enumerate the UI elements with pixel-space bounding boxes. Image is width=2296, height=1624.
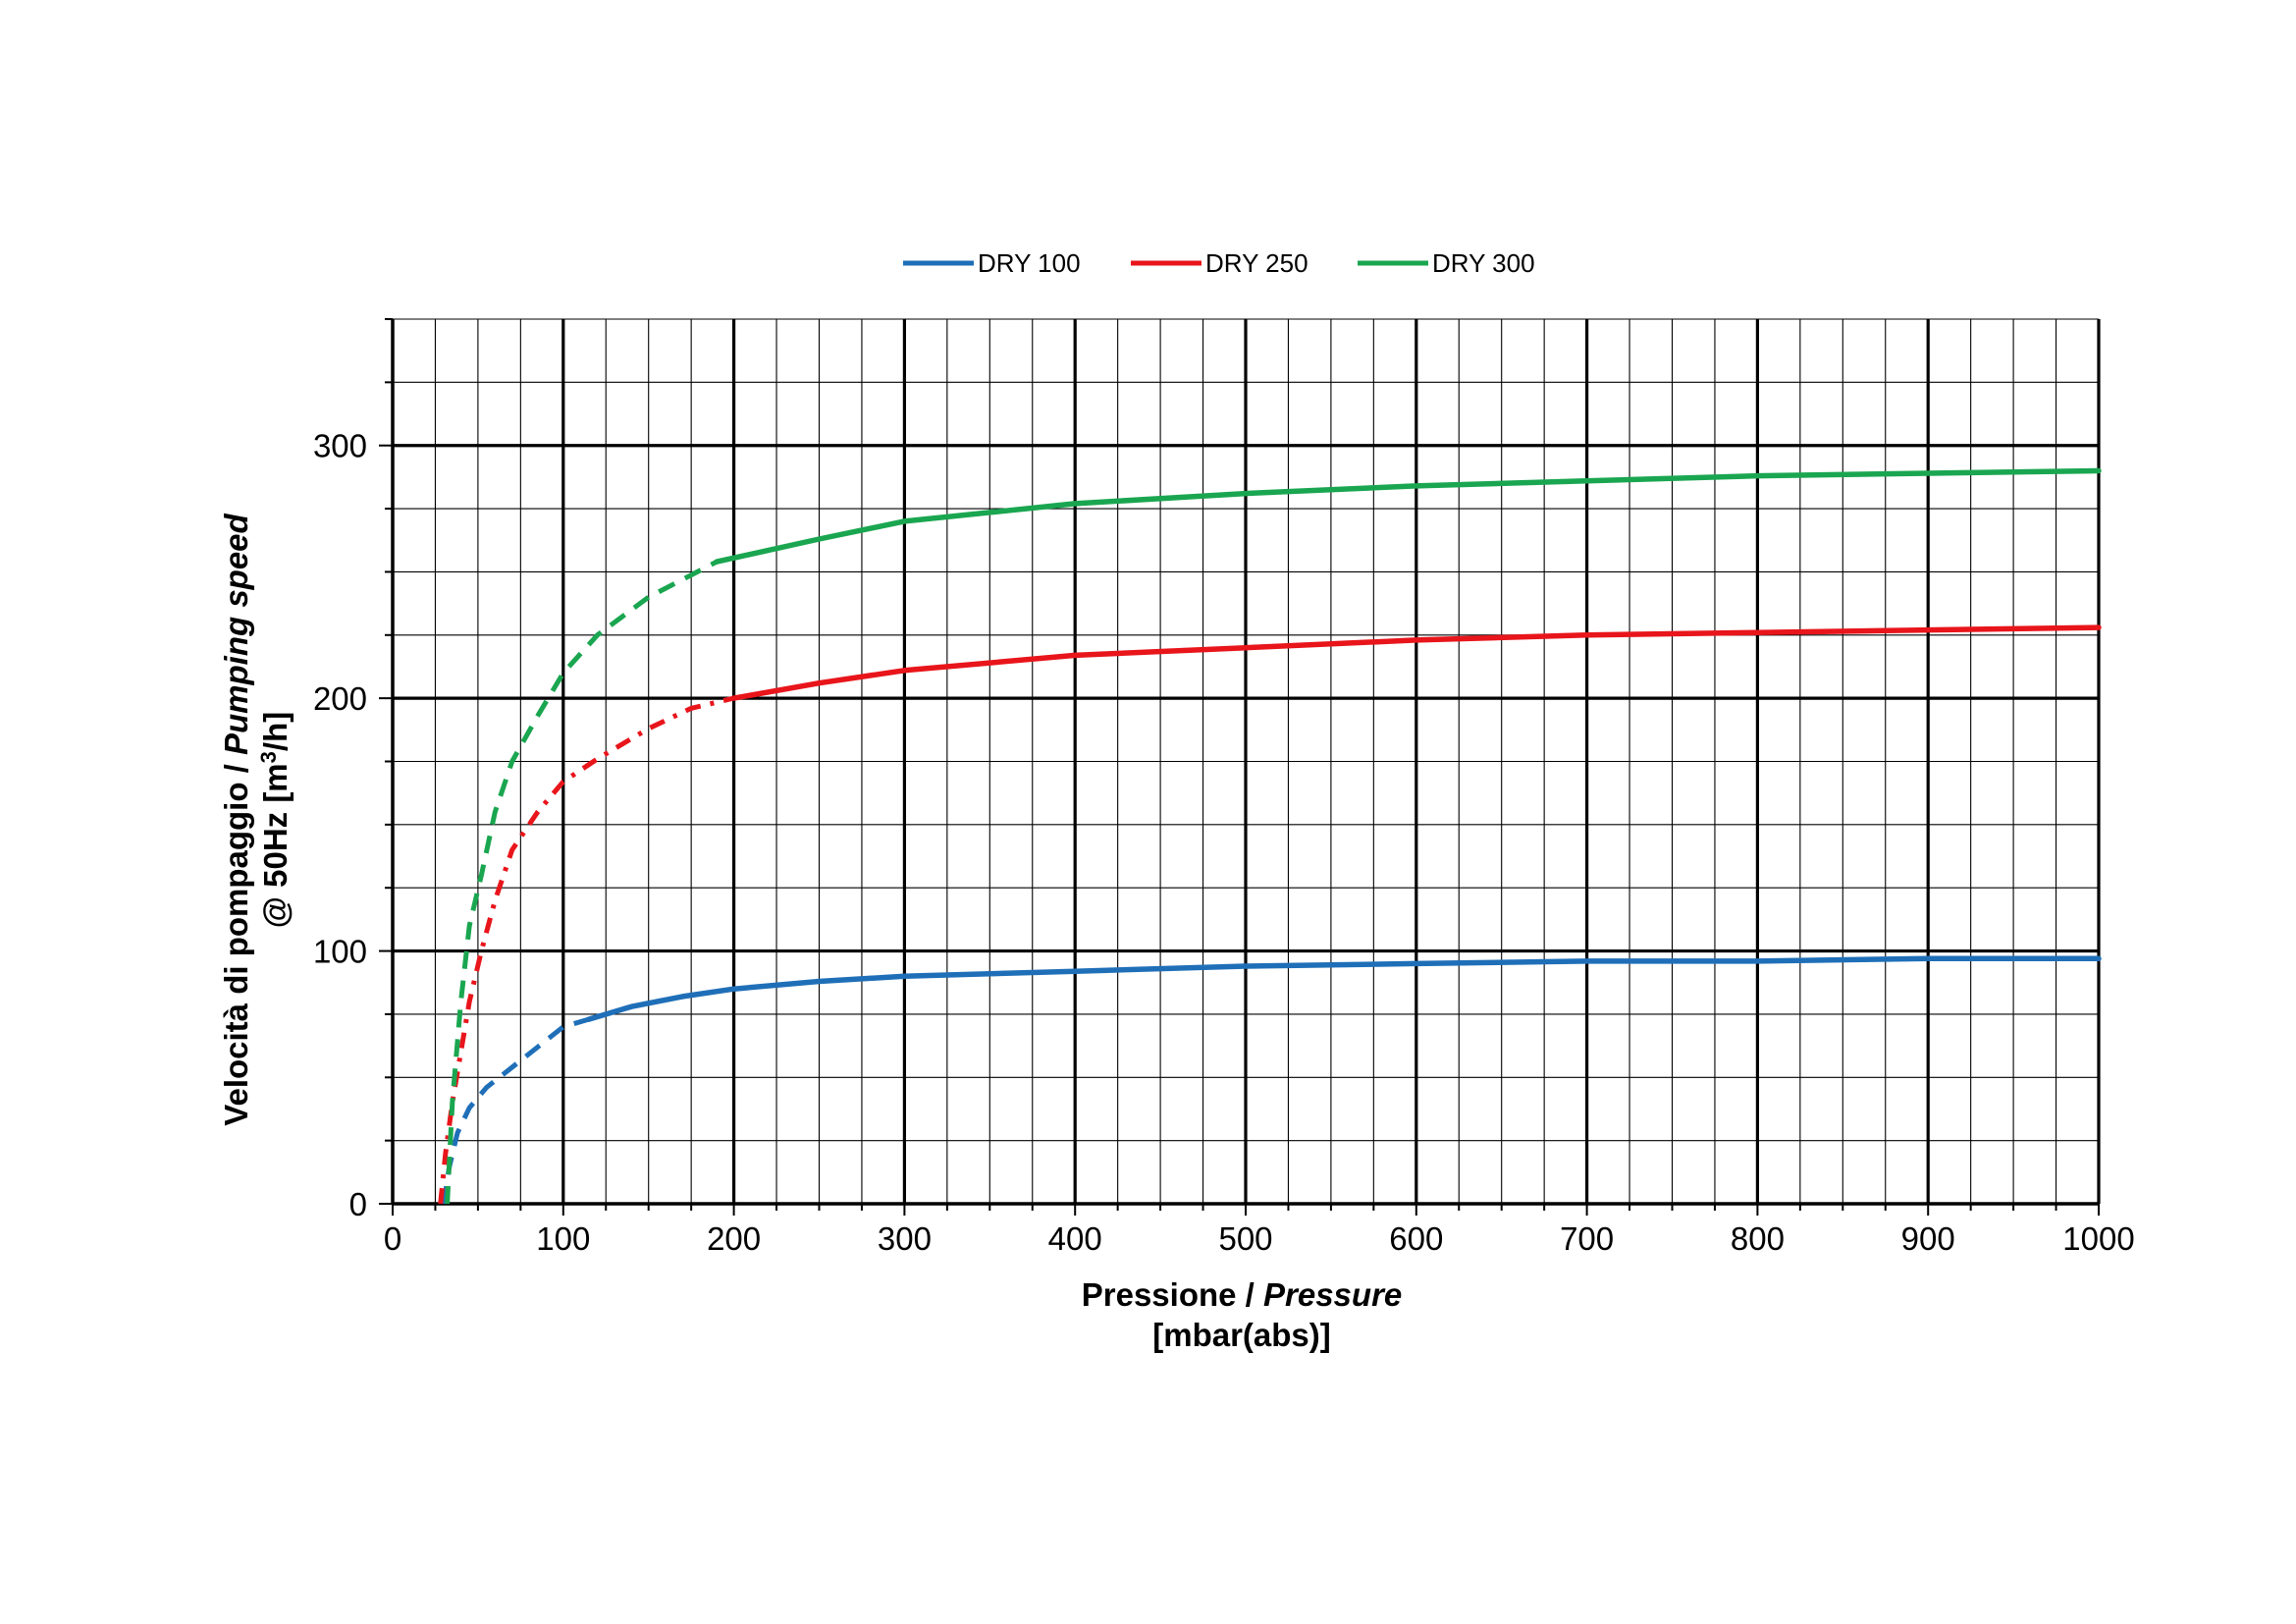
x-tick-label: 0 — [384, 1220, 401, 1257]
legend-label-dry-300: DRY 300 — [1432, 248, 1535, 278]
x-tick-label: 900 — [1901, 1220, 1955, 1257]
x-axis-unit: [mbar(abs)] — [1152, 1317, 1331, 1353]
legend-label-dry-250: DRY 250 — [1205, 248, 1308, 278]
x-tick-label: 300 — [878, 1220, 932, 1257]
series-dry-250-line — [730, 624, 2102, 701]
series-dry-250-extrapolated-line — [438, 695, 735, 1205]
x-tick-label: 1000 — [2062, 1220, 2134, 1257]
y-axis-unit: @ 50Hz [m3/h] — [256, 712, 294, 928]
y-tick-label: 300 — [313, 428, 367, 464]
series-dry-300-line — [714, 467, 2102, 565]
y-tick-label: 200 — [313, 680, 367, 717]
y-tick-labels: 0 100 200 300 — [313, 428, 367, 1222]
y-axis-title-group: Velocità di pompaggio / Pumping speed @ … — [218, 513, 294, 1125]
y-tick-label: 0 — [349, 1186, 367, 1222]
x-axis-title: Pressione / Pressure — [1082, 1276, 1403, 1313]
series-layer — [438, 467, 2102, 1205]
series-dry-100-extrapolated-line — [441, 1016, 590, 1205]
major-grid — [393, 319, 2101, 1204]
x-tick-label: 600 — [1389, 1220, 1443, 1257]
x-tick-labels: 0 100 200 300 400 500 600 700 800 900 1000 — [384, 1220, 2135, 1257]
x-tick-label: 200 — [707, 1220, 761, 1257]
legend: DRY 100 DRY 250 DRY 300 — [903, 248, 1535, 278]
y-tick-label: 100 — [313, 934, 367, 970]
series-dry-300-extrapolated-line — [445, 559, 719, 1205]
series-dry-100-line — [586, 955, 2102, 1022]
axes — [379, 318, 2100, 1216]
x-tick-label: 100 — [536, 1220, 590, 1257]
y-axis-title: Velocità di pompaggio / Pumping speed — [218, 513, 254, 1125]
x-tick-label: 500 — [1218, 1220, 1272, 1257]
x-tick-label: 400 — [1048, 1220, 1102, 1257]
legend-label-dry-100: DRY 100 — [978, 248, 1081, 278]
x-tick-label: 800 — [1731, 1220, 1785, 1257]
x-tick-label: 700 — [1560, 1220, 1614, 1257]
